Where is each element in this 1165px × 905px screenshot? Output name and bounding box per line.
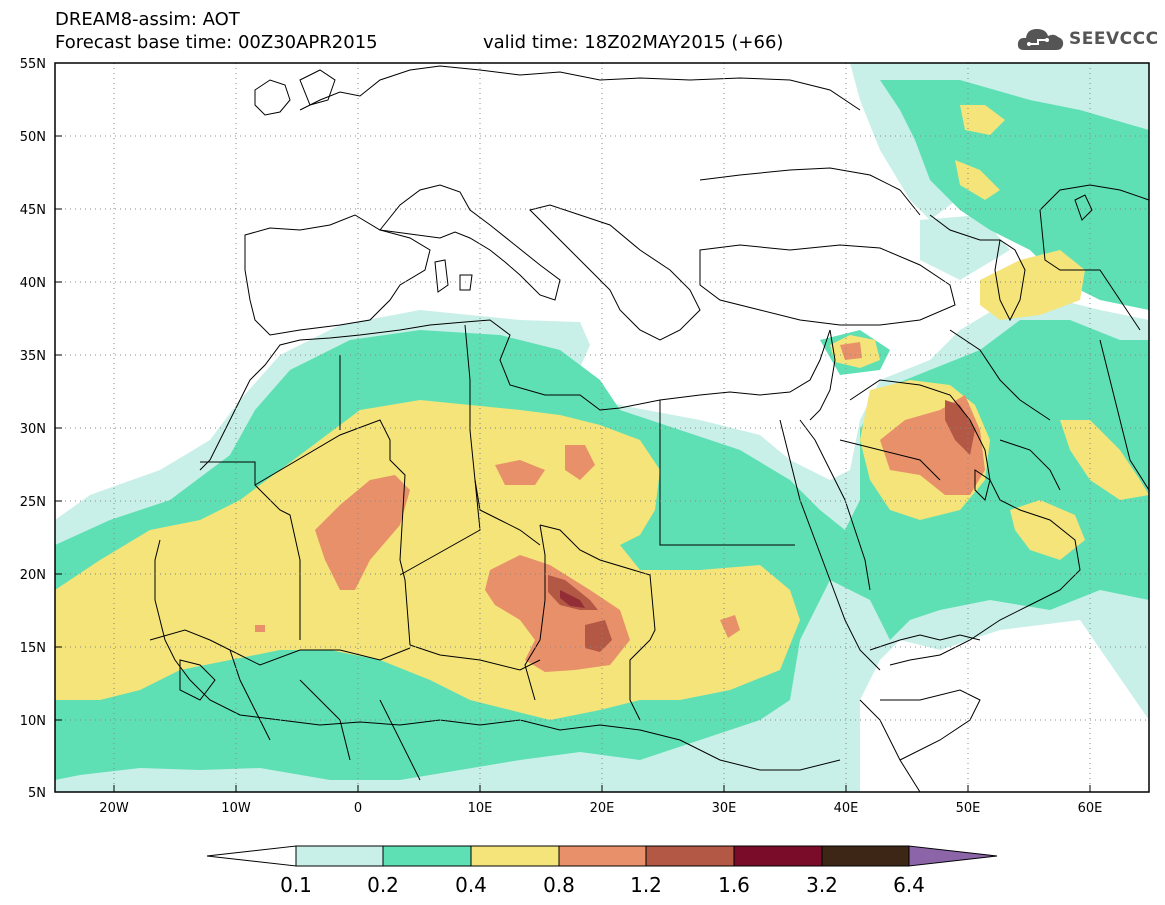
lat-label: 20N <box>20 568 46 583</box>
colorbar-label: 0.8 <box>543 873 575 897</box>
lat-label: 25N <box>20 495 46 510</box>
lat-label: 5N <box>28 786 46 801</box>
colorbar-label: 0.4 <box>455 873 487 897</box>
coastlines <box>149 65 1149 792</box>
product-title: DREAM8-assim: AOT <box>55 9 240 30</box>
colorbar-label: 0.1 <box>280 873 312 897</box>
colorbar <box>206 845 998 867</box>
lat-label: 50N <box>20 130 46 145</box>
aot-field <box>55 63 1149 792</box>
cloud-icon <box>1017 29 1064 50</box>
colorbar-label: 1.6 <box>718 873 750 897</box>
lat-labels: 55N 50N 45N 40N 35N 30N 25N 20N 15N 10N … <box>20 57 46 801</box>
lon-label: 10E <box>468 801 493 816</box>
lat-label: 45N <box>20 203 46 218</box>
lat-label: 15N <box>20 641 46 656</box>
colorbar-label: 0.2 <box>367 873 399 897</box>
lat-label: 35N <box>20 349 46 364</box>
lon-label: 30E <box>712 801 737 816</box>
forecast-base-time: Forecast base time: 00Z30APR2015 <box>55 32 378 53</box>
colorbar-swatch-2 <box>382 845 472 867</box>
colorbar-swatch-1 <box>295 845 384 867</box>
seevccc-logo: SEEVCCC <box>1016 24 1159 54</box>
colorbar-swatch-5 <box>645 845 735 867</box>
axis-ticks <box>55 62 1091 793</box>
colorbar-label: 6.4 <box>893 873 925 897</box>
lat-label: 40N <box>20 276 46 291</box>
colorbar-label: 1.2 <box>630 873 662 897</box>
lat-label: 10N <box>20 714 46 729</box>
colorbar-under-triangle <box>206 845 297 867</box>
lon-label: 60E <box>1078 801 1103 816</box>
valid-time: valid time: 18Z02MAY2015 (+66) <box>483 32 784 53</box>
colorbar-over-triangle <box>908 845 998 867</box>
colorbar-swatch-3 <box>470 845 560 867</box>
lon-label: 50E <box>956 801 981 816</box>
lon-label: 10W <box>221 801 251 816</box>
lon-label: 20W <box>99 801 129 816</box>
colorbar-swatch-4 <box>558 845 647 867</box>
colorbar-labels: 0.1 0.2 0.4 0.8 1.2 1.6 3.2 6.4 <box>280 873 925 897</box>
lon-labels: 20W 10W 0 10E 20E 30E 40E 50E 60E <box>99 801 1102 816</box>
lat-label: 30N <box>20 422 46 437</box>
lon-label: 0 <box>354 801 362 816</box>
logo-text: SEEVCCC <box>1069 29 1159 49</box>
colorbar-swatch-7 <box>821 845 910 867</box>
lat-label: 55N <box>20 57 46 72</box>
lon-label: 40E <box>834 801 859 816</box>
colorbar-swatch-6 <box>733 845 823 867</box>
lon-label: 20E <box>590 801 615 816</box>
colorbar-label: 3.2 <box>806 873 838 897</box>
